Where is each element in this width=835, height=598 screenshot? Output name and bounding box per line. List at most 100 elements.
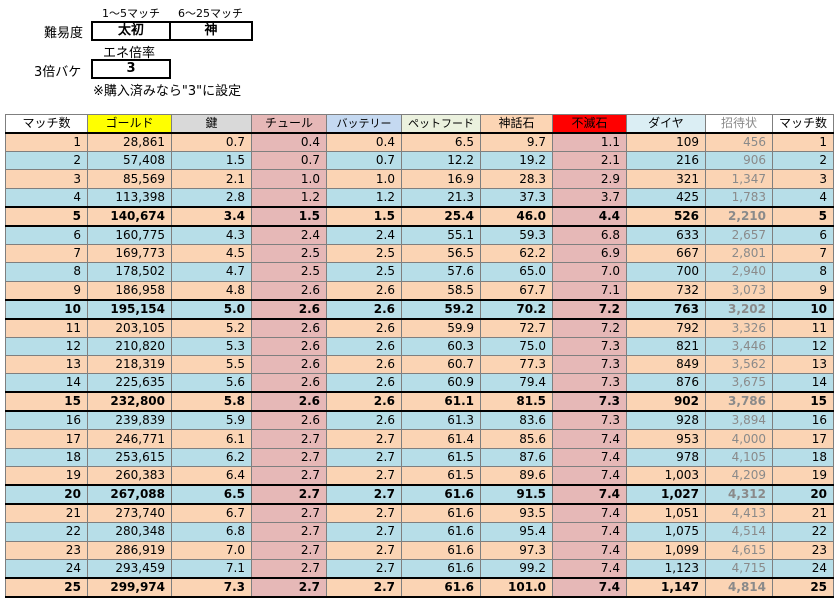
- cell-gold: 195,154: [87, 299, 172, 320]
- cell-battery: 1.2: [326, 187, 402, 208]
- cell-immortal-stone: 6.9: [552, 243, 627, 264]
- cell-match-count: 1: [5, 132, 88, 152]
- cell-invitation: 3,446: [705, 336, 773, 356]
- cell-churu: 2.7: [251, 540, 327, 560]
- cell-churu: 2.7: [251, 484, 327, 505]
- cell-battery: 2.7: [326, 577, 402, 598]
- header-row: マッチ数 ゴールド 鍵 チュール バッテリー ペットフード 神話石 不滅石 ダイ…: [5, 114, 835, 134]
- cell-diamond: 1,099: [626, 540, 706, 560]
- cell-pet-food: 61.6: [401, 503, 481, 524]
- difficulty-value-1[interactable]: 太初: [91, 21, 171, 41]
- cell-myth-stone: 70.2: [480, 299, 553, 320]
- cell-match-count-right: 5: [771, 206, 835, 227]
- header-invitation: 招待状: [705, 114, 773, 134]
- cell-key: 6.8: [171, 522, 252, 542]
- cell-diamond: 732: [626, 280, 706, 301]
- table-row: 9 186,958 4.8 2.6 2.6 58.5 67.7 7.1 732 3,073 9: [5, 280, 835, 301]
- cell-diamond: 849: [626, 354, 706, 375]
- cell-myth-stone: 89.6: [480, 466, 553, 486]
- cell-match-count-right: 8: [771, 262, 835, 282]
- cell-match-count-right: 9: [771, 280, 835, 301]
- cell-myth-stone: 83.6: [480, 410, 553, 431]
- cell-match-count-right: 2: [771, 150, 835, 171]
- header-myth-stone: 神話石: [480, 114, 553, 134]
- cell-churu: 0.4: [251, 132, 327, 152]
- cell-match-count: 16: [5, 410, 88, 431]
- cell-key: 5.6: [171, 373, 252, 393]
- cell-diamond: 821: [626, 336, 706, 356]
- cell-churu: 2.7: [251, 522, 327, 542]
- cell-match-count-right: 15: [771, 391, 835, 412]
- difficulty-value-2[interactable]: 神: [169, 21, 253, 41]
- cell-invitation: 4,312: [705, 484, 773, 505]
- cell-battery: 2.6: [326, 336, 402, 356]
- cell-invitation: 456: [705, 132, 773, 152]
- cell-churu: 2.5: [251, 262, 327, 282]
- cell-invitation: 3,073: [705, 280, 773, 301]
- table-row: 25 299,974 7.3 2.7 2.7 61.6 101.0 7.4 1,147 4,814…: [5, 577, 835, 598]
- match-reward-table: マッチ数 ゴールド 鍵 チュール バッテリー ペットフード 神話石 不滅石 ダイ…: [5, 114, 835, 598]
- cell-match-count-right: 13: [771, 354, 835, 375]
- cell-diamond: 1,027: [626, 484, 706, 505]
- table-row: 17 246,771 6.1 2.7 2.7 61.4 85.6 7.4 953 4,000 17: [5, 429, 835, 449]
- header-match-count-right: マッチ数: [771, 114, 835, 134]
- cell-battery: 2.6: [326, 299, 402, 320]
- cell-pet-food: 61.3: [401, 410, 481, 431]
- cell-battery: 2.6: [326, 391, 402, 412]
- cell-immortal-stone: 7.3: [552, 410, 627, 431]
- table-row: 11 203,105 5.2 2.6 2.6 59.9 72.7 7.2 792 3,326 11: [5, 318, 835, 338]
- cell-match-count-right: 1: [771, 132, 835, 152]
- difficulty-label: 難易度: [44, 26, 84, 41]
- table-row: 6 160,775 4.3 2.4 2.4 55.1 59.3 6.8 633 2,657 6: [5, 225, 835, 245]
- cell-pet-food: 6.5: [401, 132, 481, 152]
- cell-gold: 246,771: [87, 429, 172, 449]
- header-battery: バッテリー: [326, 114, 402, 134]
- cell-churu: 0.7: [251, 150, 327, 171]
- cell-match-count: 12: [5, 336, 88, 356]
- cell-gold: 28,861: [87, 132, 172, 152]
- cell-battery: 2.7: [326, 558, 402, 579]
- cell-gold: 293,459: [87, 558, 172, 579]
- cell-churu: 2.7: [251, 429, 327, 449]
- cell-match-count: 15: [5, 391, 88, 412]
- cell-key: 5.0: [171, 299, 252, 320]
- cell-gold: 253,615: [87, 447, 172, 468]
- cell-battery: 0.4: [326, 132, 402, 152]
- cell-match-count: 2: [5, 150, 88, 171]
- cell-match-count: 4: [5, 187, 88, 208]
- table-row: 5 140,674 3.4 1.5 1.5 25.4 46.0 4.4 526 2,210 5: [5, 206, 835, 227]
- cell-match-count-right: 16: [771, 410, 835, 431]
- cell-diamond: 109: [626, 132, 706, 152]
- cell-key: 0.7: [171, 132, 252, 152]
- table-row: 19 260,383 6.4 2.7 2.7 61.5 89.6 7.4 1,003 4,209 1…: [5, 466, 835, 486]
- cell-match-count-right: 25: [771, 577, 835, 598]
- cell-diamond: 216: [626, 150, 706, 171]
- cell-match-count-right: 20: [771, 484, 835, 505]
- cell-invitation: 4,209: [705, 466, 773, 486]
- cell-pet-food: 61.5: [401, 466, 481, 486]
- cell-myth-stone: 79.4: [480, 373, 553, 393]
- cell-immortal-stone: 7.3: [552, 373, 627, 393]
- cell-match-count-right: 17: [771, 429, 835, 449]
- cell-invitation: 3,894: [705, 410, 773, 431]
- header-key: 鍵: [171, 114, 252, 134]
- cell-myth-stone: 28.3: [480, 169, 553, 189]
- cell-key: 4.7: [171, 262, 252, 282]
- cell-match-count: 13: [5, 354, 88, 375]
- range2-label: 6～25マッチ: [178, 7, 243, 20]
- cell-myth-stone: 37.3: [480, 187, 553, 208]
- cell-diamond: 425: [626, 187, 706, 208]
- cell-myth-stone: 85.6: [480, 429, 553, 449]
- cell-immortal-stone: 7.2: [552, 318, 627, 338]
- cell-match-count: 25: [5, 577, 88, 598]
- table-row: 14 225,635 5.6 2.6 2.6 60.9 79.4 7.3 876 3,675 14: [5, 373, 835, 393]
- cell-myth-stone: 87.6: [480, 447, 553, 468]
- cell-myth-stone: 81.5: [480, 391, 553, 412]
- cell-gold: 178,502: [87, 262, 172, 282]
- cell-match-count-right: 21: [771, 503, 835, 524]
- header-immortal-stone: 不滅石: [552, 114, 627, 134]
- cell-battery: 2.7: [326, 503, 402, 524]
- cell-pet-food: 16.9: [401, 169, 481, 189]
- bake-value[interactable]: 3: [91, 59, 171, 79]
- cell-match-count-right: 23: [771, 540, 835, 560]
